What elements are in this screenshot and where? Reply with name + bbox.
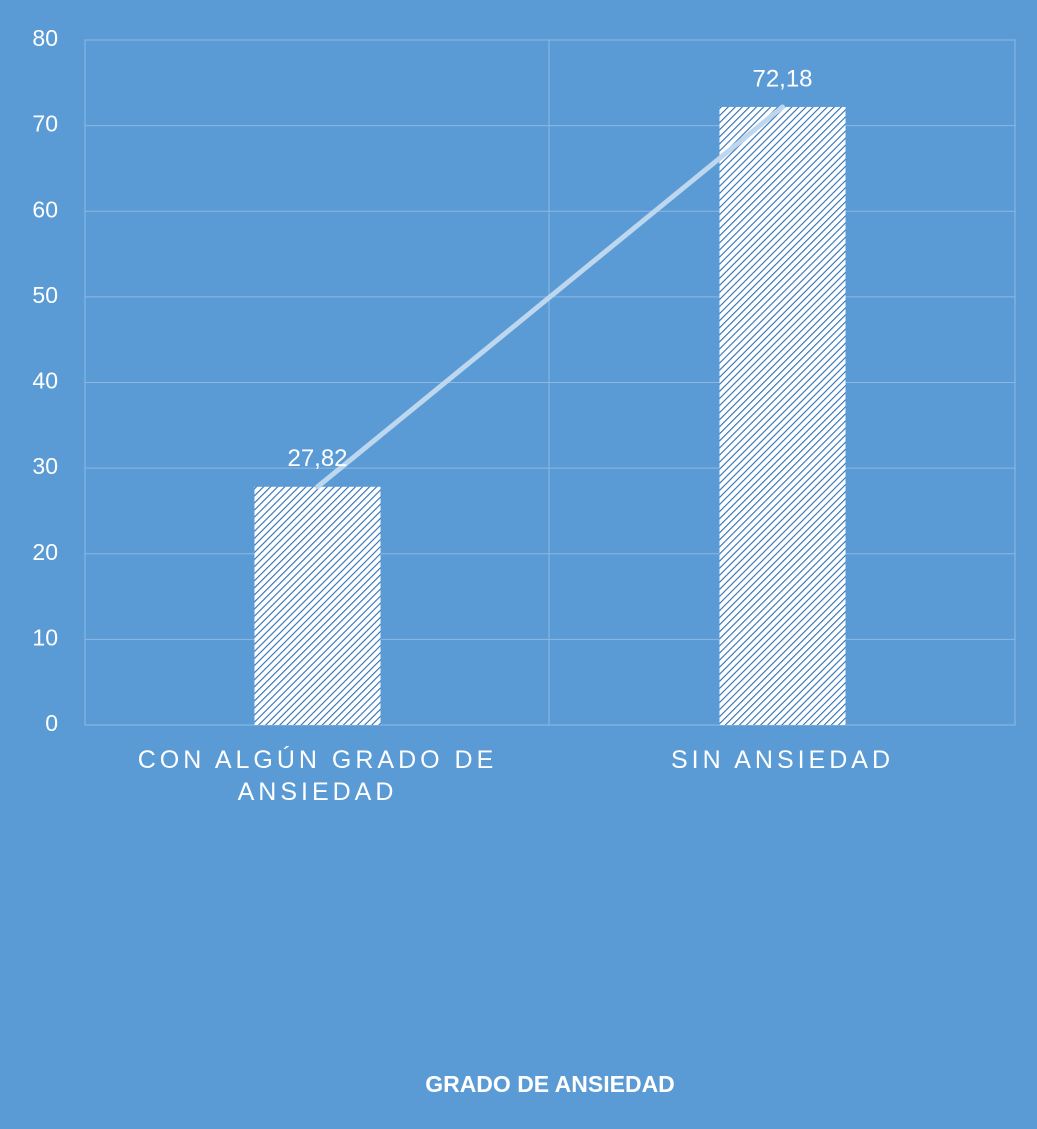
y-tick-label: 30 [32,453,58,479]
value-label: 72,18 [752,65,812,92]
trend-line [315,104,785,490]
x-axis-title: GRADO DE ANSIEDAD [425,1071,675,1097]
y-tick-label: 40 [32,368,58,394]
bar [254,486,381,725]
x-tick-label: CON ALGÚN GRADO DE ANSIEDAD [137,746,498,806]
y-tick-label: 20 [32,539,58,565]
y-tick-label: 10 [32,624,58,650]
y-tick-label: 0 [45,710,58,736]
value-label: 27,82 [287,445,347,472]
y-tick-label: 60 [32,196,58,222]
y-tick-label: 70 [32,111,58,137]
y-tick-label: 80 [32,25,58,51]
y-tick-label: 50 [32,282,58,308]
bar [719,106,846,726]
x-tick-label: SIN ANSIEDAD [670,746,895,774]
